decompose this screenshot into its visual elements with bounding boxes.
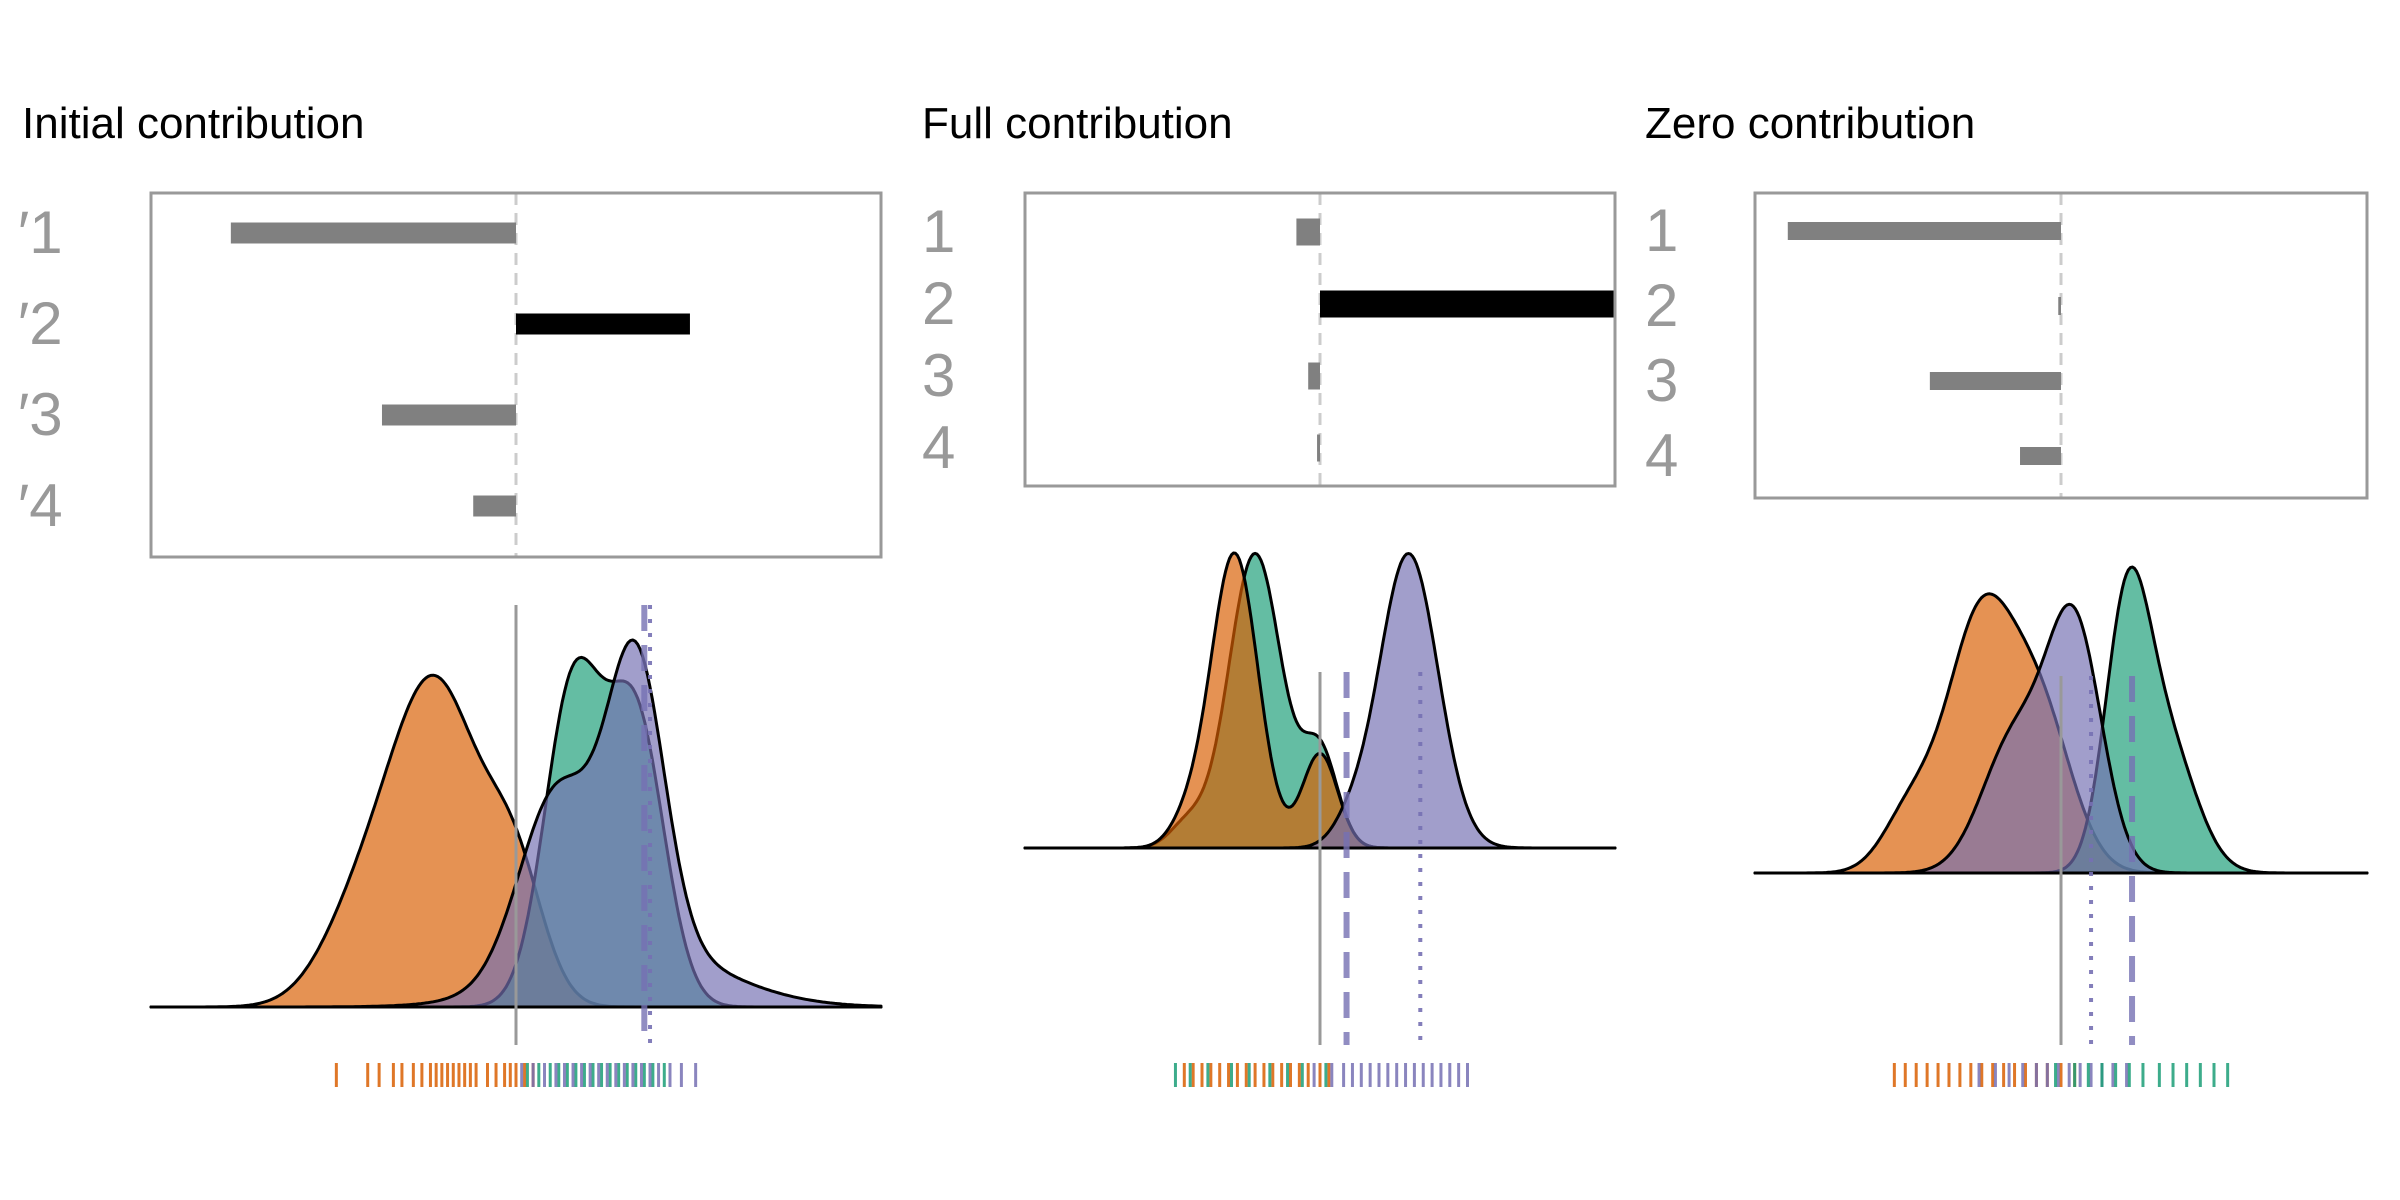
bar-label: 3: [922, 342, 955, 409]
density-chart: [149, 605, 883, 1087]
bar-label: ′2: [18, 290, 63, 357]
bar-label: 3: [1645, 347, 1678, 414]
contribution-bar: [473, 495, 516, 517]
panel-title: Zero contribution: [1645, 99, 1975, 148]
density-chart: [1753, 565, 2369, 1087]
contribution-bar: [1929, 372, 2061, 390]
bar-chart: ′1 ′2 ′3 ′4: [18, 191, 883, 559]
contribution-bar: [1308, 362, 1320, 390]
panel-title: Full contribution: [922, 99, 1233, 148]
bar-frame: [149, 191, 883, 559]
panel-initial: Initial contribution ′1 ′2 ′3 ′4: [18, 99, 883, 1087]
density-chart: [1023, 551, 1617, 1087]
bar-label: ′3: [18, 381, 63, 448]
contribution-bar: [381, 404, 516, 426]
bar-frame: [1023, 191, 1617, 488]
bar-frame: [1753, 191, 2369, 500]
contribution-bar: [230, 222, 516, 244]
contribution-bar: [1296, 218, 1320, 246]
contribution-bar: [2058, 297, 2061, 315]
bar-label: 2: [922, 270, 955, 337]
contribution-bar: [1317, 434, 1320, 462]
bar-label: 4: [922, 414, 955, 481]
panel-title: Initial contribution: [22, 99, 364, 148]
bar-label: ′1: [18, 199, 63, 266]
bar-label: ′4: [18, 472, 63, 539]
bar-chart: 1 2 3 4: [1645, 191, 2369, 500]
panel-zero: Zero contribution 1 2 3 4: [1645, 99, 2369, 1087]
contribution-bar: [1320, 290, 1615, 318]
bar-label: 1: [1645, 197, 1678, 264]
contribution-bar: [1787, 222, 2061, 240]
contribution-bar: [2020, 447, 2061, 465]
contribution-bar: [516, 313, 690, 335]
bar-label: 4: [1645, 422, 1678, 489]
bar-label: 2: [1645, 272, 1678, 339]
bar-label: 1: [922, 198, 955, 265]
